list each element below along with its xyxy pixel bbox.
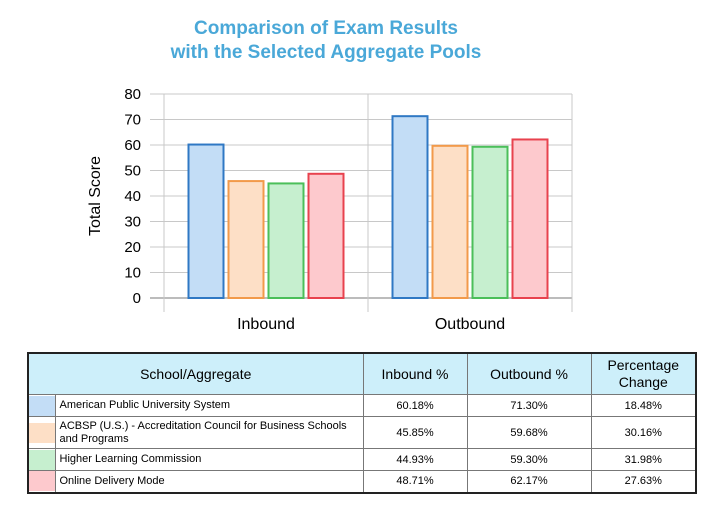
table-row: ACBSP (U.S.) - Accreditation Council for… bbox=[27, 416, 697, 449]
bars bbox=[187, 115, 549, 300]
y-tick-label: 10 bbox=[124, 265, 141, 282]
table-row: Online Delivery Mode 48.71% 62.17% 27.63… bbox=[27, 470, 697, 493]
row-change: 30.16% bbox=[590, 416, 697, 449]
chart-title-line-1: Comparison of Exam Results bbox=[194, 18, 458, 39]
row-name: Higher Learning Commission bbox=[54, 448, 364, 471]
x-category-label: Inbound bbox=[237, 316, 295, 333]
row-outbound: 59.30% bbox=[466, 448, 592, 471]
table-row: Higher Learning Commission 44.93% 59.30%… bbox=[27, 448, 697, 471]
table-header-row: School/Aggregate Inbound % Outbound % Pe… bbox=[27, 352, 697, 395]
row-name: ACBSP (U.S.) - Accreditation Council for… bbox=[54, 416, 364, 449]
row-name: American Public University System bbox=[54, 394, 364, 417]
bar-outbound-series-1 bbox=[391, 115, 429, 299]
legend-swatch bbox=[27, 470, 56, 493]
header-outbound: Outbound % bbox=[466, 352, 592, 395]
row-name: Online Delivery Mode bbox=[54, 470, 364, 493]
y-tick-label: 0 bbox=[133, 290, 141, 307]
row-inbound: 45.85% bbox=[362, 416, 468, 449]
legend-swatch bbox=[27, 448, 56, 471]
bar-inbound-series-1 bbox=[187, 143, 225, 299]
row-outbound: 71.30% bbox=[466, 394, 592, 417]
bar-outbound-series-2 bbox=[431, 144, 469, 299]
legend-swatch bbox=[27, 416, 56, 449]
row-outbound: 59.68% bbox=[466, 416, 592, 449]
y-tick-label: 60 bbox=[124, 137, 141, 154]
bar-inbound-series-4 bbox=[307, 172, 345, 300]
bar-chart: Comparison of Exam Results with the Sele… bbox=[87, 18, 573, 333]
y-tick-label: 50 bbox=[124, 163, 141, 180]
x-axis-categories: Inbound Outbound bbox=[237, 316, 505, 333]
row-outbound: 62.17% bbox=[466, 470, 592, 493]
y-tick-label: 80 bbox=[124, 86, 141, 103]
row-inbound: 60.18% bbox=[362, 394, 468, 417]
row-change: 31.98% bbox=[590, 448, 697, 471]
y-axis-title: Total Score bbox=[87, 156, 104, 236]
row-change: 27.63% bbox=[590, 470, 697, 493]
header-school-aggregate: School/Aggregate bbox=[27, 352, 364, 395]
y-tick-label: 70 bbox=[124, 112, 141, 129]
chart-title-line-2: with the Selected Aggregate Pools bbox=[170, 42, 482, 63]
y-tick-label: 20 bbox=[124, 239, 141, 256]
row-inbound: 44.93% bbox=[362, 448, 468, 471]
row-change: 18.48% bbox=[590, 394, 697, 417]
header-percentage-change: Percentage Change bbox=[590, 352, 697, 395]
data-table: School/Aggregate Inbound % Outbound % Pe… bbox=[27, 352, 697, 494]
legend-swatch bbox=[27, 394, 56, 417]
bar-outbound-series-4 bbox=[511, 138, 549, 299]
row-inbound: 48.71% bbox=[362, 470, 468, 493]
y-axis-ticks: 0 10 20 30 40 50 60 70 80 bbox=[124, 86, 141, 307]
bar-inbound-series-3 bbox=[267, 182, 305, 299]
x-category-label: Outbound bbox=[435, 316, 505, 333]
header-inbound: Inbound % bbox=[362, 352, 468, 395]
y-tick-label: 40 bbox=[124, 188, 141, 205]
y-tick-label: 30 bbox=[124, 214, 141, 231]
table-row: American Public University System 60.18%… bbox=[27, 394, 697, 417]
bar-outbound-series-3 bbox=[471, 145, 509, 299]
bar-inbound-series-2 bbox=[227, 180, 265, 300]
